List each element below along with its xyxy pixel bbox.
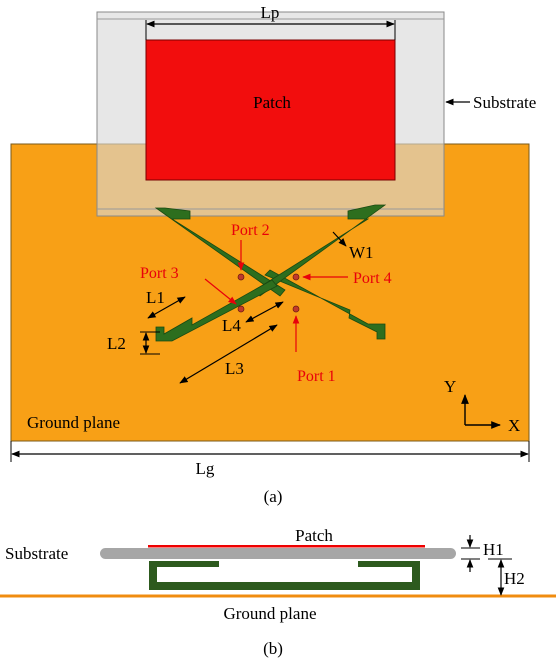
l1-dimension (147, 296, 186, 319)
port-1-label: Port 1 (297, 368, 336, 385)
side-patch (148, 545, 425, 548)
y-axis-label: Y (444, 377, 456, 396)
l1-label: L1 (146, 288, 165, 307)
caption-b: (b) (263, 639, 283, 658)
patch-label: Patch (253, 93, 291, 112)
ground-plane-label: Ground plane (27, 413, 120, 432)
port-2-label: Port 2 (231, 222, 270, 239)
h2-label: H2 (504, 569, 525, 588)
l3-dimension (179, 324, 278, 384)
side-ground-plane-label: Ground plane (223, 604, 316, 623)
patch (145, 39, 396, 181)
l3-label: L3 (225, 359, 244, 378)
x-axis-label: X (508, 416, 520, 435)
port-1-dot (292, 305, 300, 313)
w1-arrow (332, 231, 347, 247)
port-3-arrow (204, 278, 237, 305)
port-4-dot (292, 273, 300, 281)
port-4-label: Port 4 (353, 270, 392, 287)
port-3-dot (237, 305, 245, 313)
h1-label: H1 (483, 540, 504, 559)
l4-label: L4 (222, 316, 241, 335)
side-patch-label: Patch (295, 526, 333, 545)
w1-label: W1 (349, 243, 374, 262)
caption-a: (a) (264, 487, 283, 506)
side-feed (149, 561, 420, 590)
feed-arm-top-left (154, 207, 286, 297)
feed-arm-bottom-right (264, 269, 386, 340)
port-2-dot (237, 273, 245, 281)
l4-dimension (245, 301, 284, 323)
lp-label: Lp (261, 3, 280, 22)
substrate-label: Substrate (473, 93, 536, 112)
lg-label: Lg (196, 459, 215, 478)
side-substrate-label: Substrate (5, 544, 68, 563)
side-substrate (100, 548, 456, 559)
port-3-label: Port 3 (140, 265, 179, 282)
port-markers (237, 273, 300, 313)
l2-label: L2 (107, 334, 126, 353)
